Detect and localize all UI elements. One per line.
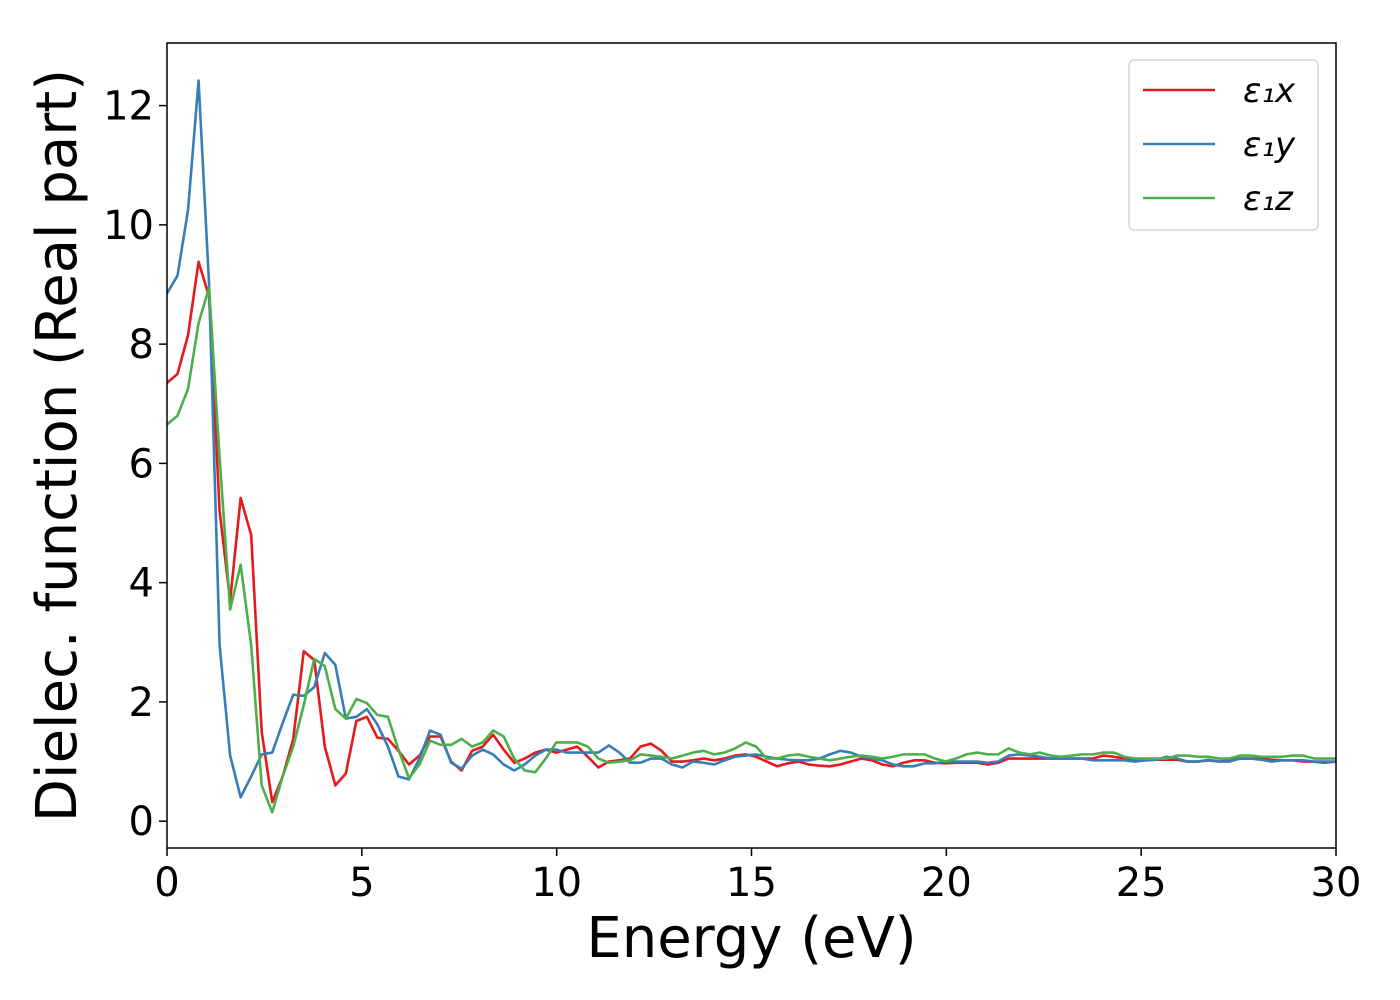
y-tick-label: 0 [129, 799, 154, 845]
y-tick-label: 2 [129, 680, 154, 726]
legend-label: ε₁z [1243, 179, 1294, 219]
series-line-3 [167, 286, 1336, 814]
series-layer [167, 79, 1336, 814]
y-tick-label: 10 [103, 203, 154, 249]
legend-label: ε₁x [1243, 71, 1296, 111]
x-axis-label: Energy (eV) [586, 906, 916, 971]
x-tick-label: 15 [726, 860, 777, 906]
x-tick-label: 25 [1116, 860, 1167, 906]
series-line-2 [167, 79, 1336, 799]
y-tick-label: 8 [129, 322, 154, 368]
x-tick-label: 0 [154, 860, 179, 906]
x-tick-label: 5 [349, 860, 374, 906]
y-tick-label: 4 [129, 561, 154, 607]
legend-label: ε₁y [1243, 125, 1296, 165]
y-tick-label: 6 [129, 441, 154, 487]
legend-box [1128, 59, 1319, 231]
y-axis-ticks: 0 2 4 6 8 10 12 [103, 84, 167, 845]
y-tick-label: 12 [103, 84, 154, 130]
series-line-1 [167, 260, 1336, 804]
x-axis-ticks: 0 5 10 15 20 25 30 [154, 848, 1361, 906]
x-tick-label: 30 [1311, 860, 1362, 906]
legend: ε₁x ε₁y ε₁z [1128, 59, 1319, 231]
y-axis-label: Dielec. function (Real part) [25, 69, 90, 822]
x-tick-label: 20 [921, 860, 972, 906]
x-tick-label: 10 [531, 860, 582, 906]
